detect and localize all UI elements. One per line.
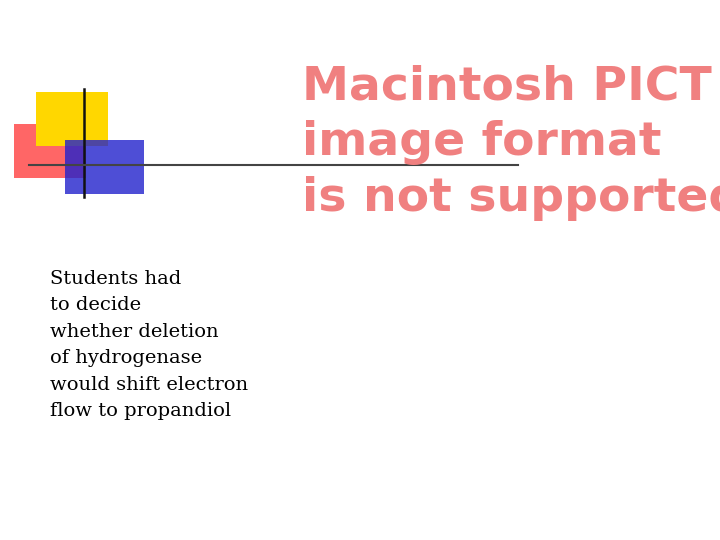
Bar [14, 124, 86, 178]
Text: Macintosh PICT
image format
is not supported: Macintosh PICT image format is not suppo… [302, 65, 720, 221]
Bar [65, 140, 144, 194]
Bar [36, 92, 108, 146]
Text: Students had
to decide
whether deletion
of hydrogenase
would shift electron
flow: Students had to decide whether deletion … [50, 270, 248, 420]
